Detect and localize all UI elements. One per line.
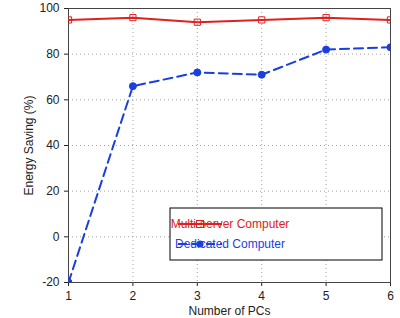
svg-text:40: 40 [46,138,60,152]
svg-text:5: 5 [323,289,330,303]
svg-text:60: 60 [46,93,60,107]
svg-text:100: 100 [39,1,59,15]
svg-text:4: 4 [258,289,265,303]
svg-text:Energy Saving (%): Energy Saving (%) [22,95,36,195]
svg-text:Number of PCs: Number of PCs [188,304,270,318]
svg-text:3: 3 [194,289,201,303]
svg-text:20: 20 [46,184,60,198]
svg-text:Dedicated Computer: Dedicated Computer [175,237,285,251]
svg-text:Multi-server Computer: Multi-server Computer [171,217,290,231]
svg-text:80: 80 [46,47,60,61]
svg-text:0: 0 [53,230,60,244]
svg-text:2: 2 [130,289,137,303]
svg-text:6: 6 [387,289,394,303]
svg-text:-20: -20 [42,275,60,289]
svg-text:1: 1 [65,289,72,303]
